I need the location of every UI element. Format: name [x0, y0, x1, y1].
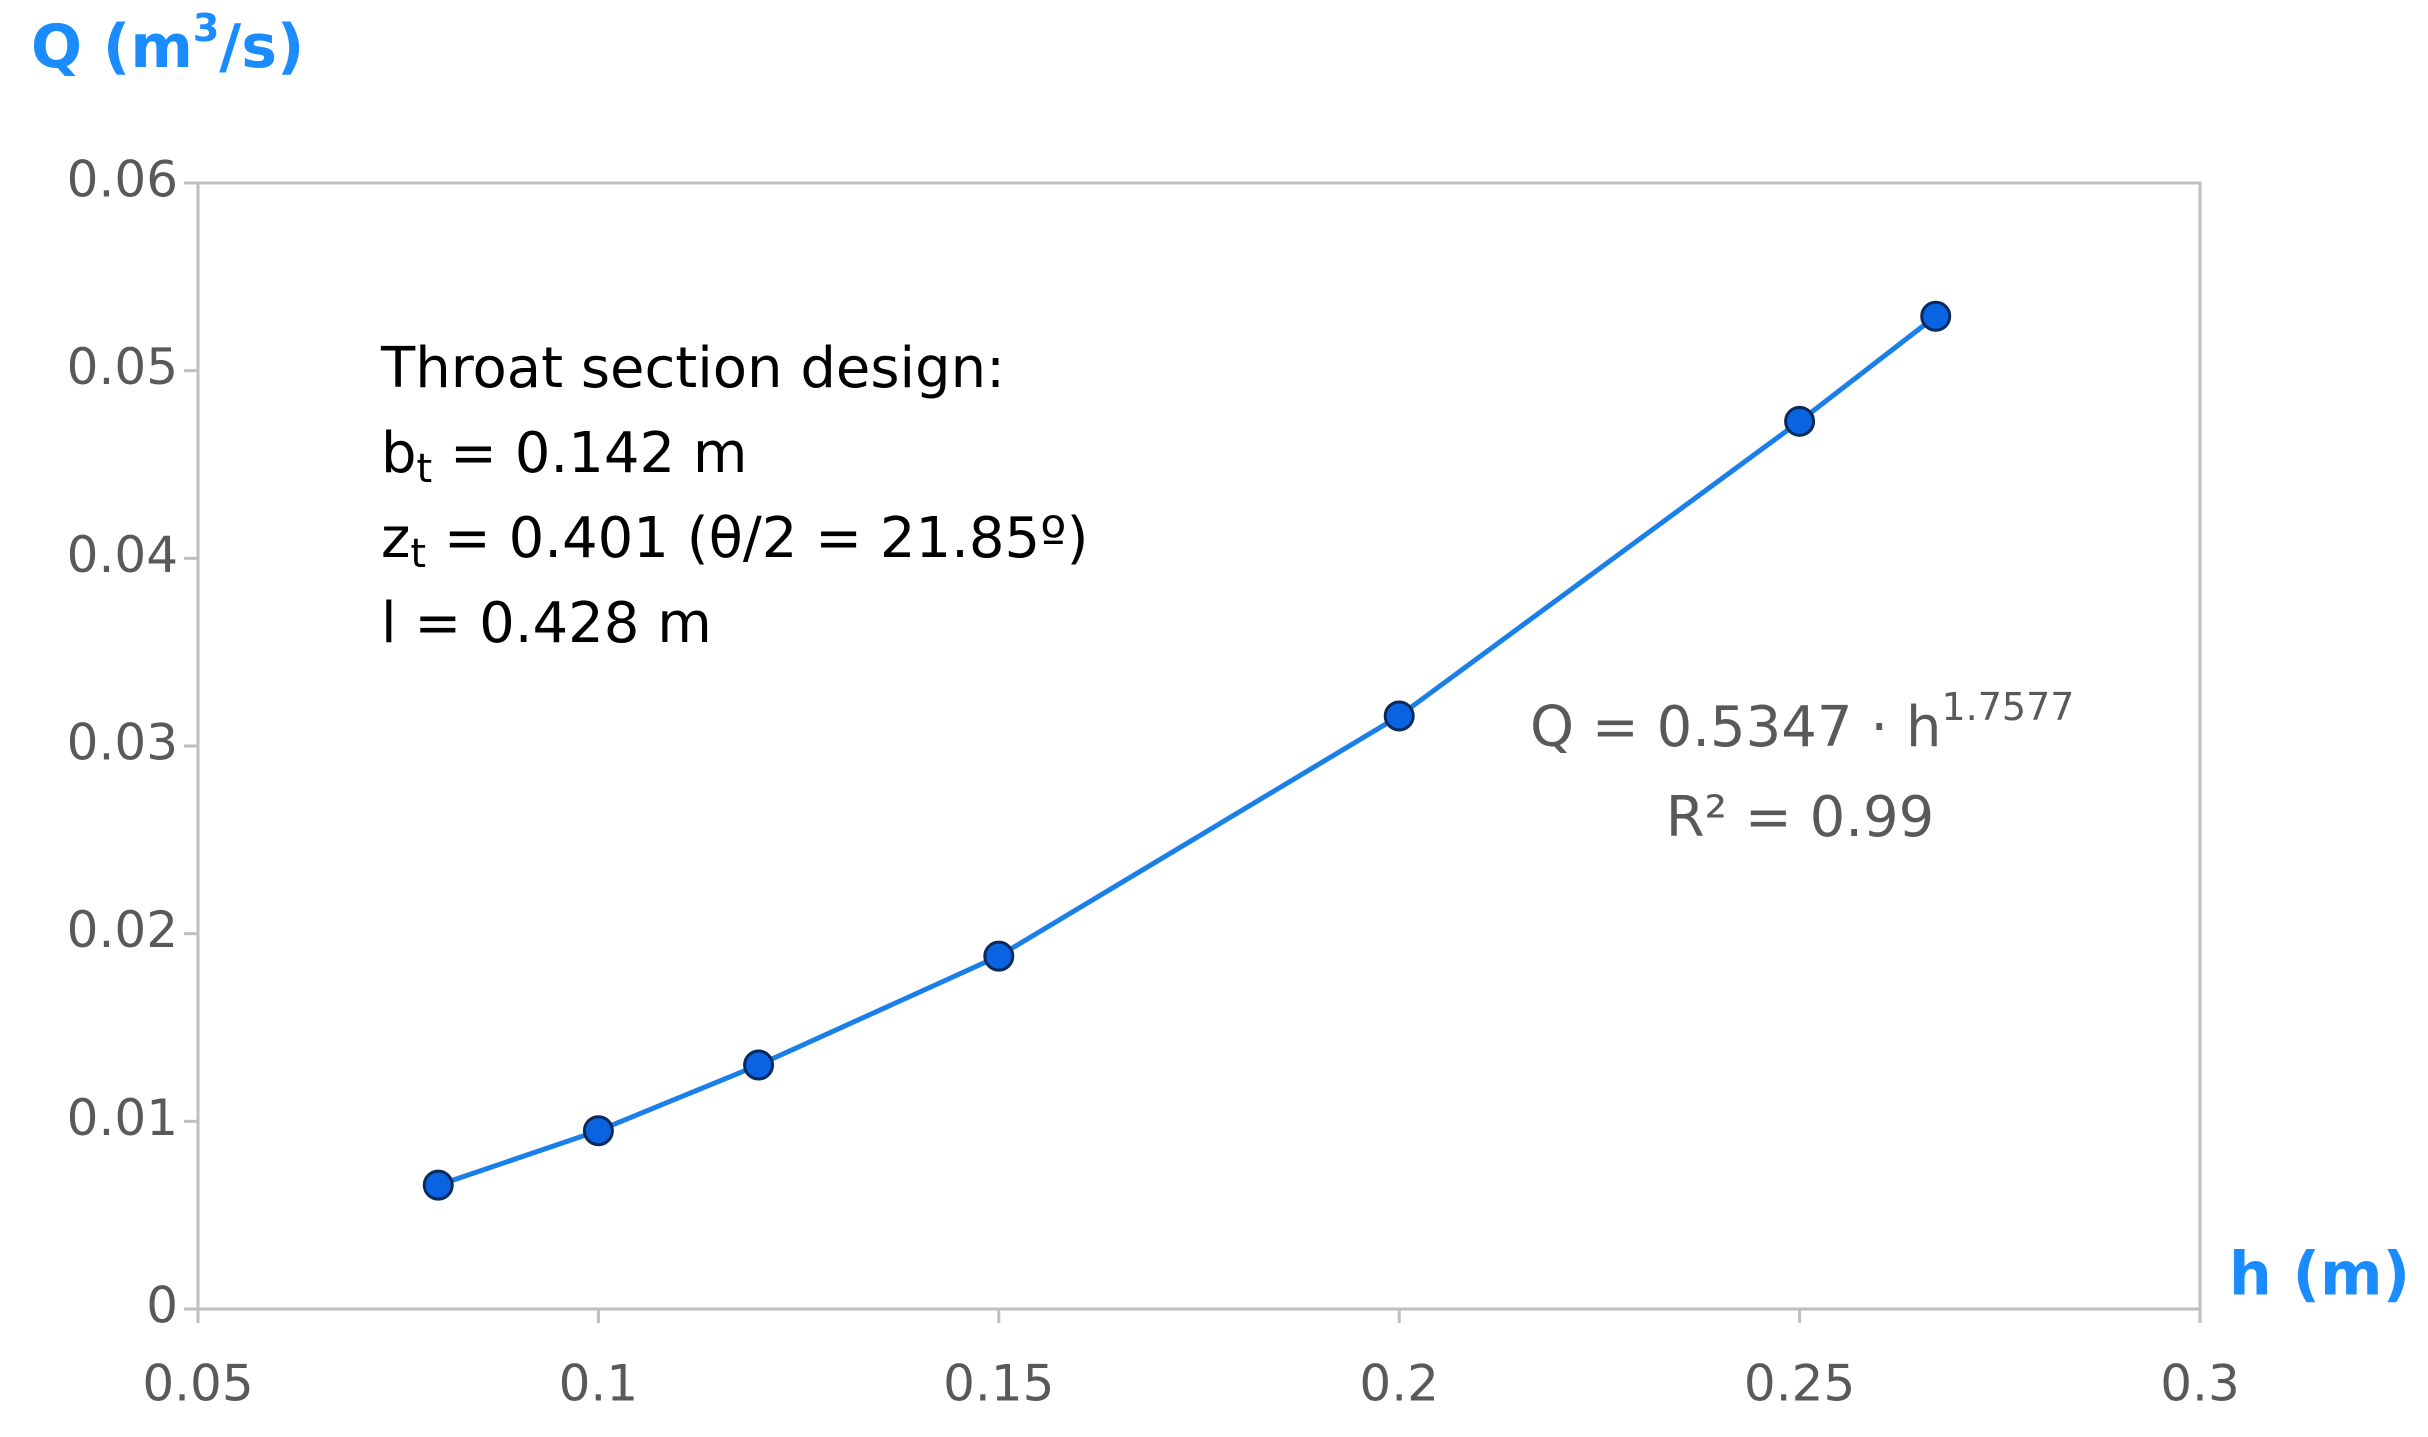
y-tick-label: 0.03: [67, 714, 178, 772]
label-part: /s): [219, 12, 304, 82]
annotation-line: zt = 0.401 (θ/2 = 21.85º): [381, 506, 1088, 577]
note-part: = 0.401 (θ/2 = 21.85º): [426, 506, 1088, 571]
x-tick-label: 0.3: [2160, 1355, 2240, 1413]
x-tick-label: 0.2: [1359, 1355, 1439, 1413]
point: [983, 940, 1015, 972]
y-tick-label: 0.04: [67, 526, 178, 584]
annotation-line: bt = 0.142 m: [381, 421, 747, 492]
note-part: = 0.142 m: [432, 421, 747, 486]
x-tick-label: 0.25: [1744, 1355, 1855, 1413]
equation: Q = 0.5347 · h1.7577: [1530, 685, 2074, 761]
point: [743, 1049, 775, 1081]
note-part: z: [381, 506, 410, 571]
y-tick-label: 0: [146, 1277, 178, 1335]
y-tick-label: 0.05: [67, 338, 178, 396]
y-tick-label: 0.01: [67, 1089, 178, 1147]
point: [1383, 700, 1415, 732]
x-tick-label: 0.15: [943, 1355, 1054, 1413]
note-sub: t: [417, 446, 433, 492]
point: [582, 1115, 614, 1147]
point: [1784, 405, 1816, 437]
x-tick-label: 0.1: [559, 1355, 639, 1413]
point: [1920, 300, 1952, 332]
x-axis-label: h (m): [2229, 1240, 2410, 1310]
label-sup: 3: [193, 6, 219, 50]
annotation-line: l = 0.428 m: [381, 591, 712, 656]
note-sub: t: [410, 531, 426, 577]
x-tick-label: 0.05: [142, 1355, 253, 1413]
label-part: Q (m: [31, 12, 193, 82]
eq-sup: 1.7577: [1941, 685, 2074, 729]
note-part: b: [381, 421, 417, 486]
annotation-title: Throat section design:: [380, 336, 1005, 401]
y-tick-label: 0.02: [67, 901, 178, 959]
point: [422, 1169, 454, 1201]
eq-part: Q = 0.5347 · h: [1530, 695, 1941, 760]
y-axis-label: Q (m3/s): [31, 6, 304, 82]
y-tick-label: 0.06: [67, 151, 178, 209]
r-squared: R² = 0.99: [1666, 785, 1935, 850]
